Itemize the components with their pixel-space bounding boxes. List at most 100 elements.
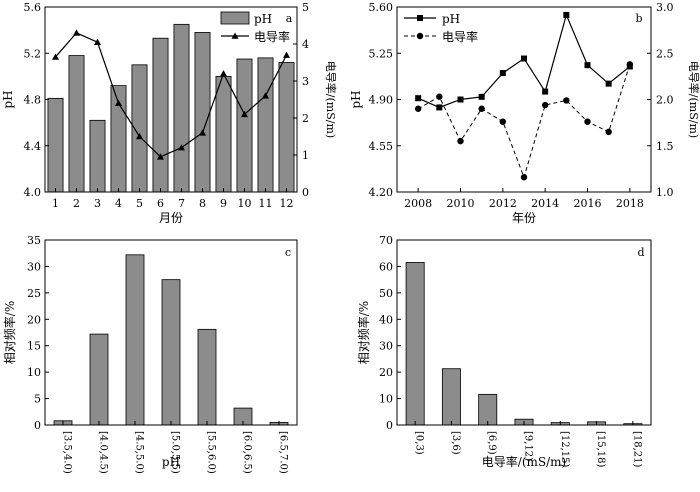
bar-ph-month (47, 97, 64, 193)
panel-d-ylabel: 相对频率/% (356, 301, 371, 364)
panel-a-ylabel-left: pH (1, 90, 15, 108)
legend-marker-triangle (231, 32, 239, 39)
panel-d-y-axis-tick-label: 40 (379, 313, 393, 326)
panel-d-x-tick-label: [15,18) (595, 431, 606, 468)
bar-ph-month (278, 62, 295, 193)
panel-b-xlabel: 年份 (512, 211, 536, 225)
panel-a-x-tick-label: 6 (157, 197, 164, 210)
panel-c-y-axis-tick-label: 15 (27, 340, 41, 353)
panel-c-x-tick-label: [5.5,6.0) (206, 431, 217, 474)
legend-label-conductivity: 电导率 (254, 29, 290, 44)
point-conductivity-month (157, 153, 164, 160)
point-conductivity-year (584, 118, 591, 125)
panel-d-letter: d (637, 246, 644, 259)
panel-c-y-axis-tick-label: 5 (34, 393, 41, 406)
legend-label-ph-b: pH (442, 12, 460, 26)
panel-d-xlabel: 电导率/(mS/m) (482, 454, 566, 469)
point-ph-year (499, 70, 506, 77)
panel-a-x-tick-label: 1 (52, 197, 59, 210)
panel-d-y-axis-tick-label: 0 (386, 419, 393, 432)
point-conductivity-month (262, 92, 269, 99)
panel-b-left-axis-tick-label: 5.60 (369, 1, 394, 14)
panel-a-x-tick-label: 2 (73, 197, 80, 210)
panel-a-right-axis-tick-label: 1 (302, 149, 309, 162)
panel-c-xlabel: pH (162, 455, 180, 469)
legend-label-ph: pH (254, 12, 272, 26)
panel-a-left-axis-tick-label: 4.0 (24, 186, 42, 199)
panel-d-x-tick-label: [6,9) (486, 431, 497, 455)
panel-d-x-tick-label: [0,3) (414, 431, 425, 455)
panel-c-y-axis-tick-label: 35 (27, 234, 41, 247)
panel-c-x-tick-label: [6.5,7.0) (278, 431, 289, 474)
point-ph-year (542, 88, 549, 95)
point-conductivity-year (436, 93, 443, 100)
legend-marker-circle (416, 32, 424, 40)
panel-b-x-tick-label: 2012 (489, 197, 517, 210)
panel-b-ylabel-right: 电导率/(mS/m) (687, 61, 700, 138)
panel-b-x-tick-label: 2008 (404, 197, 432, 210)
panel-c-x-tick-label: [5.0,5.5) (170, 431, 181, 474)
bar-ph-month (89, 119, 106, 193)
point-conductivity-month (52, 53, 59, 60)
point-ph-year (605, 80, 612, 87)
panel-a-right-axis-tick-label: 4 (302, 38, 309, 51)
point-ph-year (436, 104, 443, 111)
legend-swatch-ph-bar (220, 11, 250, 25)
bar-ph-month (68, 55, 85, 193)
panel-c-y-axis-tick-label: 10 (27, 366, 41, 379)
panel-d-y-axis-tick-label: 10 (379, 393, 393, 406)
panel-d-bar (478, 393, 498, 426)
panel-c-letter: c (285, 246, 291, 259)
panel-b-frame (396, 6, 652, 193)
panel-c-y-axis-tick-label: 0 (34, 419, 41, 432)
panel-a-right-axis-tick-label: 2 (302, 112, 309, 125)
panel-d-y-axis-tick-label: 70 (379, 234, 393, 247)
panel-a-x-tick-label: 10 (238, 197, 252, 210)
point-conductivity-year (499, 118, 507, 125)
point-conductivity-year (520, 174, 528, 181)
panel-a-x-tick-label: 12 (280, 197, 294, 210)
point-conductivity-month (178, 144, 185, 151)
panel-c-bar (125, 254, 145, 426)
line-conductivity-year (417, 64, 631, 179)
panel-a-x-tick-label: 9 (220, 197, 227, 210)
bar-ph-month (152, 37, 169, 193)
point-conductivity-year (541, 101, 549, 109)
panel-b-right-axis-tick-label: 3.0 (656, 1, 674, 14)
panel-a-x-tick-label: 11 (259, 197, 273, 210)
panel-a-left-axis-tick-label: 4.4 (24, 140, 42, 153)
panel-b-letter: b (635, 12, 642, 25)
point-conductivity-year (457, 137, 464, 145)
panel-b-right-axis-tick-label: 2.0 (656, 94, 674, 107)
bar-ph-month (215, 75, 232, 193)
panel-a-left-axis-tick-label: 5.6 (24, 1, 42, 14)
panel-b-x-tick-label: 2018 (616, 197, 644, 210)
point-conductivity-month (136, 133, 143, 140)
panel-a-x-tick-label: 4 (115, 197, 122, 210)
panel-a-x-tick-label: 5 (136, 197, 143, 210)
bar-ph-month (257, 57, 274, 193)
point-conductivity-month (73, 29, 80, 36)
point-conductivity-year (563, 97, 570, 104)
panel-d-bar (405, 262, 425, 426)
panel-b-right-axis-tick-label: 1.0 (656, 186, 674, 199)
panel-d-x-tick-label: [18,21) (631, 431, 642, 468)
panel-a-right-axis-tick-label: 0 (302, 186, 309, 199)
panel-d-y-axis-tick-label: 20 (379, 366, 393, 379)
point-conductivity-year (605, 128, 612, 136)
panel-d-frame (396, 239, 652, 426)
point-ph-year (415, 95, 422, 102)
point-conductivity-month (94, 38, 101, 45)
point-ph-year (521, 55, 527, 62)
panel-a-left-axis-tick-label: 4.8 (24, 94, 42, 107)
panel-d-y-axis-tick-label: 50 (379, 287, 393, 300)
panel-d-x-tick-label: [9,12) (523, 431, 534, 461)
point-ph-year (563, 11, 570, 18)
panel-a-right-axis-tick-label: 3 (302, 75, 309, 88)
panel-b-ylabel-left: pH (349, 90, 363, 108)
panel-c-x-tick-label: [4.0,4.5) (98, 431, 109, 474)
panel-a-x-tick-label: 8 (199, 197, 206, 210)
panel-b-left-axis-tick-label: 4.20 (369, 186, 394, 199)
panel-d-x-tick-label: [12,15) (559, 431, 570, 468)
